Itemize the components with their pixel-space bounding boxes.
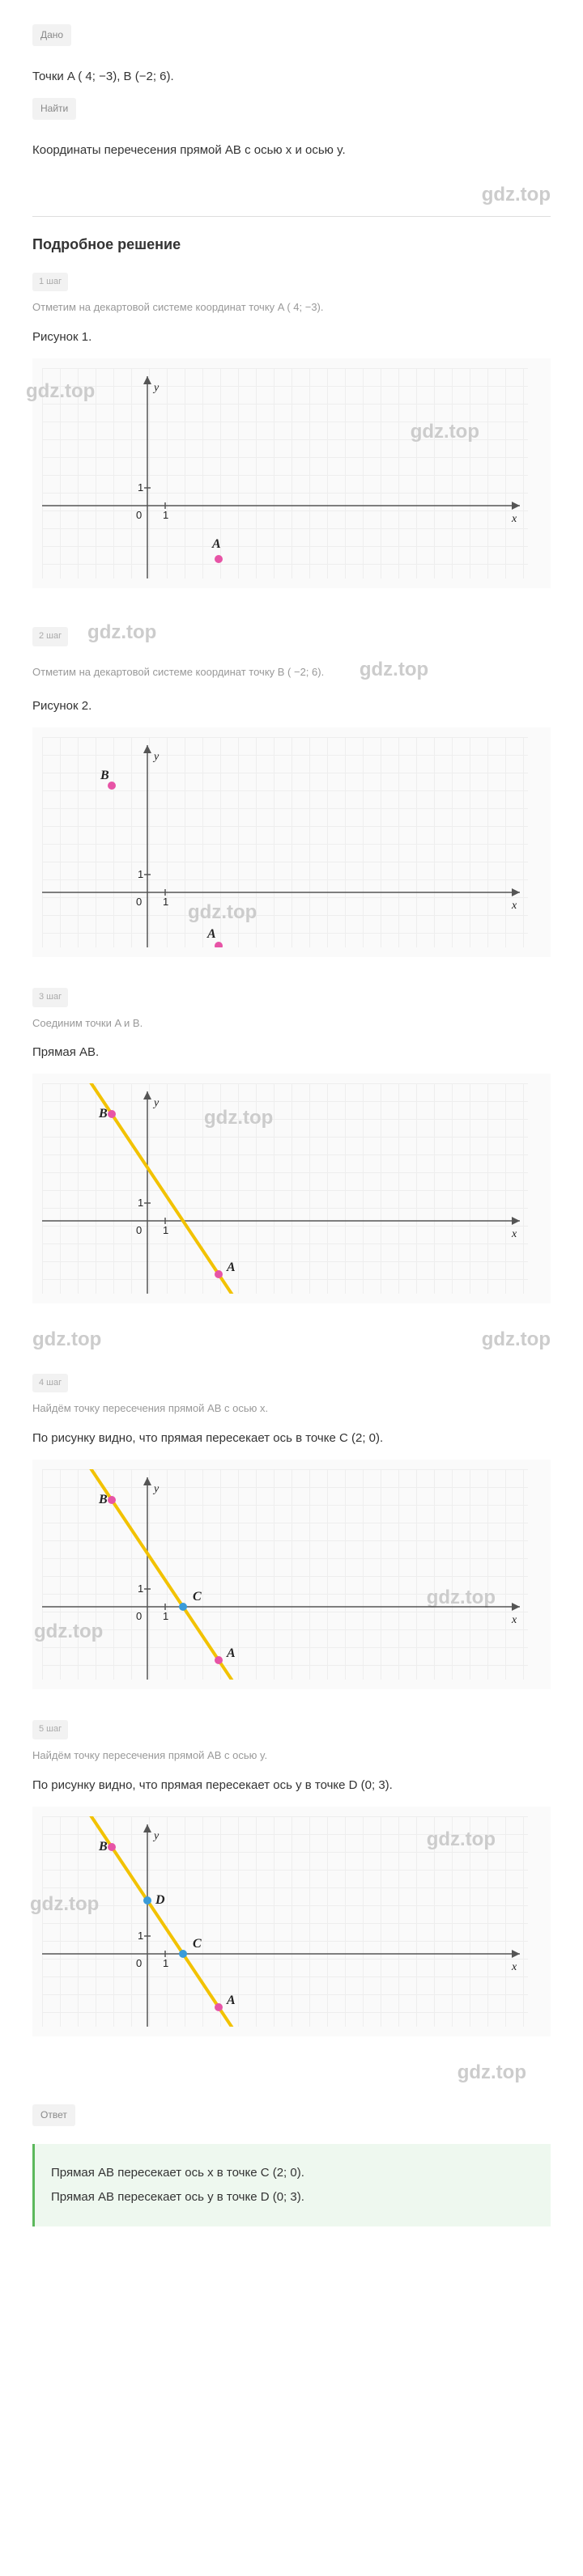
- svg-text:y: y: [152, 1483, 160, 1495]
- step5-para: По рисунку видно, что прямая пересекает …: [32, 1776, 551, 1795]
- svg-text:0: 0: [136, 1957, 142, 1969]
- svg-text:0: 0: [136, 896, 142, 908]
- svg-text:1: 1: [163, 1610, 168, 1622]
- step2-badge: 2 шаг: [32, 627, 68, 646]
- figure-1: gdz.top gdz.top y x 0 1 1 A: [32, 358, 551, 588]
- svg-text:1: 1: [163, 896, 168, 908]
- svg-text:x: x: [511, 900, 517, 912]
- svg-text:A: A: [226, 1646, 236, 1660]
- svg-text:y: y: [152, 1097, 160, 1109]
- step5-desc: Найдём точку пересечения прямой AB с ось…: [32, 1748, 551, 1765]
- watermark: gdz.top: [87, 617, 156, 648]
- step2-desc: Отметим на декартовой системе координат …: [32, 655, 551, 685]
- svg-text:C: C: [193, 1937, 202, 1951]
- figure-4-grid: gdz.top gdz.top y x 0 1 1 B A C: [42, 1469, 528, 1680]
- svg-text:x: x: [511, 1961, 517, 1973]
- step4-desc: Найдём точку пересечения прямой AB с ось…: [32, 1400, 551, 1417]
- point-b-label: B: [100, 769, 109, 782]
- step2-fig-label: Рисунок 2.: [32, 697, 551, 716]
- find-badge: Найти: [32, 98, 76, 120]
- svg-text:x: x: [511, 1228, 517, 1240]
- tick-1-x: 1: [163, 509, 168, 521]
- figure-4-svg: y x 0 1 1 B A C: [42, 1469, 528, 1680]
- svg-text:A: A: [226, 1993, 236, 2007]
- axis-x-label: x: [511, 513, 517, 525]
- svg-text:B: B: [98, 1493, 108, 1506]
- svg-text:1: 1: [163, 1957, 168, 1969]
- figure-2-grid: gdz.top y x 0 1 1 B A: [42, 737, 528, 947]
- figure-5-svg: y x 0 1 1 B A C D: [42, 1816, 528, 2027]
- solution-heading: Подробное решение: [32, 233, 551, 256]
- step4-badge: 4 шаг: [32, 1374, 68, 1393]
- step4-para: По рисунку видно, что прямая пересекает …: [32, 1429, 551, 1448]
- figure-5: gdz.top gdz.top y x 0 1 1 B A: [32, 1807, 551, 2036]
- given-badge: Дано: [32, 24, 71, 46]
- point-c-label: C: [193, 1590, 202, 1604]
- divider: [32, 216, 551, 217]
- watermark: gdz.top: [32, 180, 551, 210]
- step1-desc: Отметим на декартовой системе координат …: [32, 299, 551, 316]
- origin-label: 0: [136, 509, 142, 521]
- axis-y-label: y: [152, 382, 160, 394]
- svg-text:1: 1: [138, 1197, 143, 1209]
- svg-text:x: x: [511, 1614, 517, 1626]
- svg-text:0: 0: [136, 1610, 142, 1622]
- svg-text:B: B: [98, 1107, 108, 1121]
- step3-para: Прямая AB.: [32, 1043, 551, 1062]
- figure-3-svg: y x 0 1 1 B A: [42, 1083, 528, 1294]
- watermark: gdz.top: [32, 2057, 526, 2088]
- step1-fig-label: Рисунок 1.: [32, 328, 551, 347]
- svg-text:A: A: [226, 1260, 236, 1274]
- svg-text:y: y: [152, 751, 160, 763]
- svg-text:1: 1: [138, 868, 143, 880]
- figure-5-grid: gdz.top gdz.top y x 0 1 1 B A: [42, 1816, 528, 2027]
- figure-1-svg: y x 0 1 1 A: [42, 368, 528, 578]
- point-a-label: A: [211, 537, 221, 551]
- figure-3-grid: gdz.top y x 0 1 1 B A: [42, 1083, 528, 1294]
- answer-line-1: Прямая AB пересекает ось x в точке C (2;…: [51, 2163, 534, 2183]
- step3-badge: 3 шаг: [32, 988, 68, 1007]
- svg-text:1: 1: [163, 1224, 168, 1236]
- point-d-label: D: [155, 1893, 165, 1907]
- step5-badge: 5 шаг: [32, 1720, 68, 1739]
- step2-desc-text: Отметим на декартовой системе координат …: [32, 666, 324, 678]
- figure-1-grid: gdz.top gdz.top y x 0 1 1 A: [42, 368, 528, 578]
- figure-4: gdz.top gdz.top y x 0 1 1 B A C: [32, 1460, 551, 1689]
- answer-line-2: Прямая AB пересекает ось y в точке D (0;…: [51, 2188, 534, 2207]
- svg-text:B: B: [98, 1840, 108, 1854]
- figure-3: gdz.top y x 0 1 1 B A: [32, 1074, 551, 1303]
- step1-badge: 1 шаг: [32, 273, 68, 292]
- answer-badge: Ответ: [32, 2104, 75, 2126]
- watermark: gdz.top: [32, 1324, 101, 1355]
- figure-2-svg: y x 0 1 1 B A: [42, 737, 528, 947]
- find-text: Координаты перечесения прямой AB с осью …: [32, 141, 551, 160]
- given-text: Точки A ( 4; −3), B (−2; 6).: [32, 67, 551, 87]
- figure-2: gdz.top y x 0 1 1 B A: [32, 727, 551, 957]
- svg-text:1: 1: [138, 1930, 143, 1942]
- answer-box: Прямая AB пересекает ось x в точке C (2;…: [32, 2144, 551, 2226]
- tick-1-y: 1: [138, 481, 143, 494]
- watermark: gdz.top: [482, 1324, 551, 1355]
- svg-text:y: y: [152, 1830, 160, 1842]
- step3-desc: Соединим точки A и B.: [32, 1015, 551, 1032]
- svg-text:0: 0: [136, 1224, 142, 1236]
- point-a-label: A: [206, 927, 216, 941]
- svg-text:1: 1: [138, 1582, 143, 1595]
- watermark: gdz.top: [360, 659, 428, 680]
